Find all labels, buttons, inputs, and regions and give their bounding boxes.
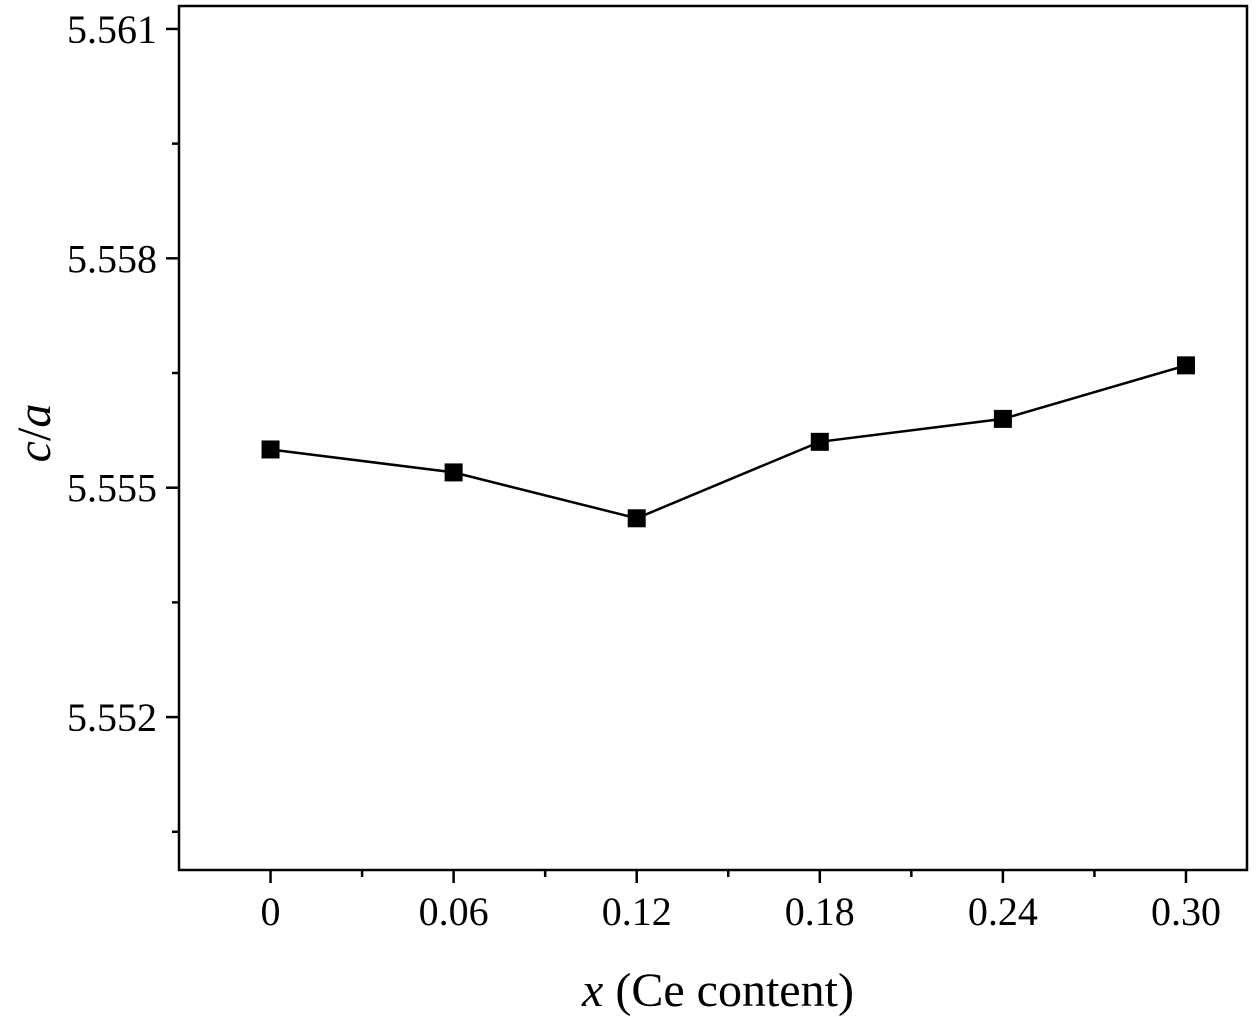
plot-frame	[177, 4, 1249, 872]
data-point-marker	[993, 409, 1012, 428]
y-axis-numerator: c	[8, 441, 61, 462]
y-axis-title: c/a	[8, 404, 61, 463]
x-axis-title: x (Ce content)	[581, 964, 854, 1017]
series	[261, 356, 1195, 528]
y-axis-denominator: a	[8, 404, 61, 428]
axis-ticks	[166, 27, 1188, 883]
data-point-marker	[627, 509, 646, 528]
plot-border	[177, 4, 1249, 872]
x-tick-label: 0.18	[785, 889, 855, 934]
y-tick-label: 5.555	[67, 466, 157, 511]
x-axis-variable: x	[581, 964, 603, 1017]
y-tick-label: 5.552	[67, 695, 157, 740]
x-tick-label: 0	[261, 889, 281, 934]
y-tick-label: 5.561	[67, 7, 157, 52]
data-point-marker	[810, 432, 829, 451]
x-tick-label: 0.30	[1151, 889, 1221, 934]
x-tick-label: 0.06	[419, 889, 489, 934]
series-line	[270, 364, 1187, 520]
data-point-marker	[444, 463, 463, 482]
data-point-marker	[1176, 356, 1195, 375]
x-tick-label: 0.12	[602, 889, 672, 934]
x-axis-title-rest: (Ce content)	[603, 964, 854, 1017]
y-tick-label: 5.558	[67, 236, 157, 281]
data-point-marker	[261, 440, 280, 459]
x-tick-label: 0.24	[968, 889, 1038, 934]
tick-labels: 0 0.06 0.12 0.18 0.24 0.30 5.552 5.555 5.558 5.56…	[67, 7, 1221, 934]
y-axis-separator: /	[8, 427, 61, 441]
